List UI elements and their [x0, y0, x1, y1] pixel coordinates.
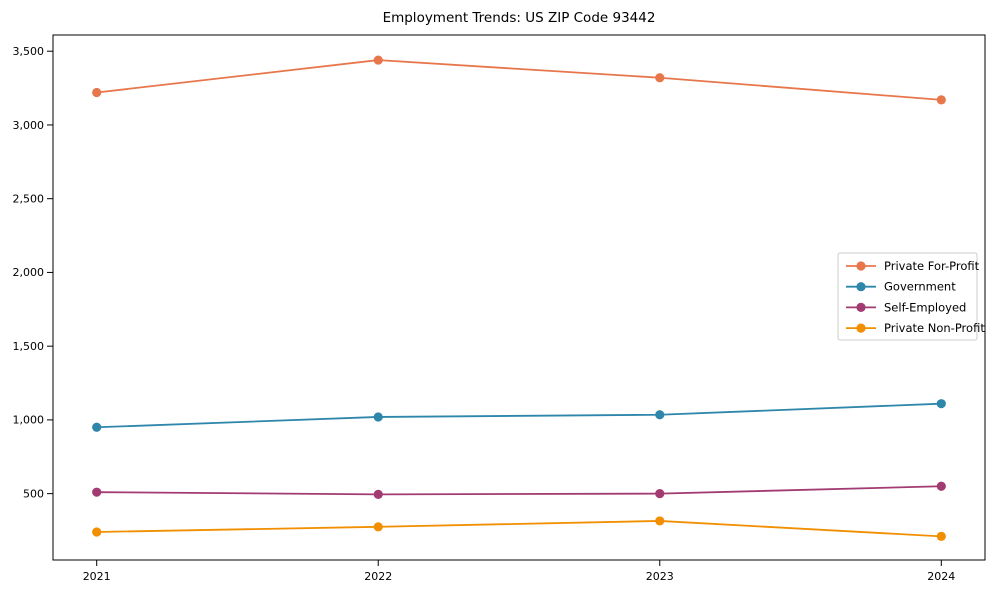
- legend-label: Private For-Profit: [884, 259, 980, 273]
- x-tick-label: 2023: [646, 570, 674, 583]
- series-marker-self-employed: [655, 489, 665, 499]
- series-marker-government: [92, 422, 102, 432]
- series-marker-private-non-profit: [373, 522, 383, 532]
- series-line-self-employed: [95, 485, 943, 496]
- series-marker-self-employed: [936, 481, 946, 491]
- y-tick-label: 2,500: [13, 192, 45, 205]
- y-tick-label: 1,500: [13, 340, 45, 353]
- series-marker-private-for-profit: [655, 73, 665, 83]
- y-tick-label: 3,000: [13, 119, 45, 132]
- series-marker-government: [936, 399, 946, 409]
- x-tick-label: 2024: [927, 570, 955, 583]
- legend-marker: [856, 261, 866, 271]
- series-line-government: [95, 402, 943, 429]
- y-tick-label: 1,000: [13, 414, 45, 427]
- y-tick-label: 3,500: [13, 45, 45, 58]
- y-tick-label: 500: [23, 487, 44, 500]
- series-marker-private-for-profit: [92, 87, 102, 98]
- y-tick-label: 2,000: [13, 266, 45, 279]
- series-marker-government: [655, 410, 665, 420]
- series-marker-private-non-profit: [936, 531, 946, 542]
- plot-border: [52, 34, 986, 561]
- series-marker-government: [373, 412, 383, 422]
- series-marker-private-for-profit: [373, 55, 383, 65]
- legend-box: [837, 252, 978, 341]
- series-marker-private-for-profit: [936, 95, 946, 105]
- legend-label: Government: [884, 280, 956, 294]
- legend-label: Self-Employed: [884, 300, 966, 314]
- legend-marker: [856, 302, 866, 312]
- series-marker-self-employed: [373, 489, 383, 499]
- legend-marker: [856, 282, 866, 292]
- x-tick-label: 2021: [83, 570, 111, 583]
- series-marker-self-employed: [92, 487, 102, 497]
- series-line-private-for-profit: [95, 59, 943, 101]
- legend-label: Private Non-Profit: [884, 321, 985, 335]
- series-marker-private-non-profit: [655, 516, 665, 526]
- series-line-private-non-profit: [95, 520, 943, 538]
- chart-title: Employment Trends: US ZIP Code 93442: [383, 10, 656, 26]
- series-marker-private-non-profit: [92, 527, 102, 537]
- legend-marker: [856, 323, 866, 333]
- x-tick-label: 2022: [364, 570, 392, 583]
